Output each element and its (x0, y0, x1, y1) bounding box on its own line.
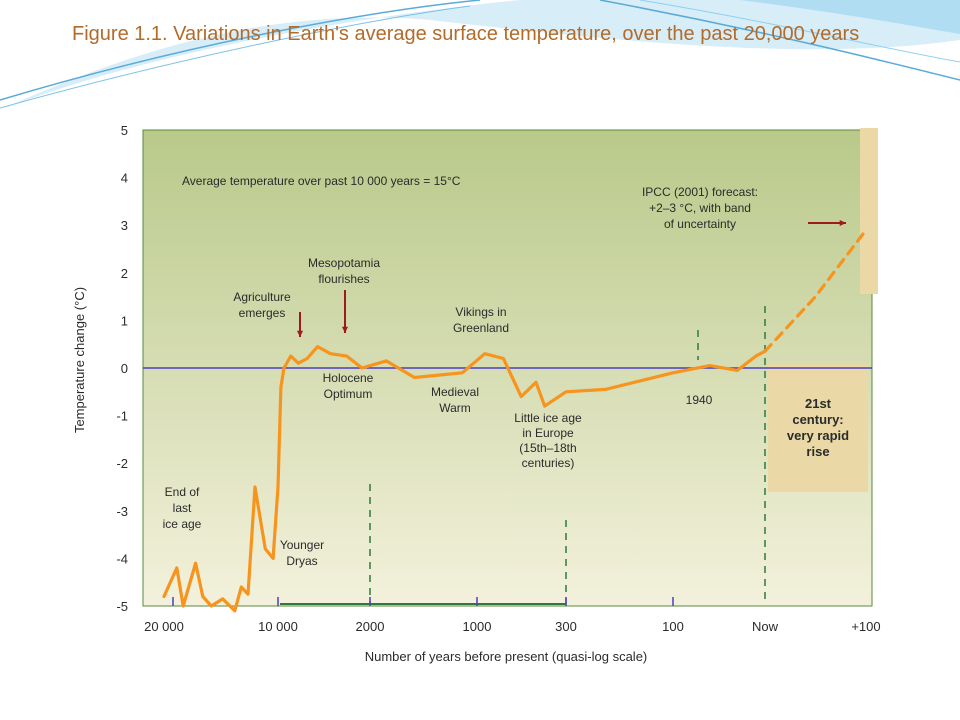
medieval-annotation-line-2: Warm (439, 401, 471, 415)
end-ice-age-annotation-line-3: ice age (163, 517, 202, 531)
agriculture-annotation-line-1: Agriculture (233, 290, 291, 304)
ipcc-arrow-head (839, 219, 846, 227)
end-ice-age-annotation-line-2: last (173, 501, 192, 515)
y-tick-label: 2 (121, 266, 128, 281)
ipcc-annotation-line-2: +2–3 °C, with band (649, 201, 751, 215)
holocene-annotation-line-2: Optimum (324, 387, 373, 401)
little-ice-age-annotation-line-2: in Europe (522, 426, 574, 440)
y-tick-label: -5 (116, 599, 128, 614)
end-ice-age-annotation-line-1: End of (165, 485, 200, 499)
x-tick-label: 100 (662, 619, 684, 634)
holocene-annotation-line-1: Holocene (323, 371, 374, 385)
x-tick-label: 20 000 (144, 619, 184, 634)
x-tick-label: 2000 (356, 619, 385, 634)
ipcc-annotation-line-1: IPCC (2001) forecast: (642, 185, 758, 199)
younger-dryas-annotation-line-2: Dryas (286, 554, 317, 568)
mesopotamia-annotation-line-2: flourishes (318, 272, 369, 286)
forecast-uncertainty-band (860, 128, 878, 294)
century-annotation-line-4: rise (806, 444, 829, 459)
y-tick-label: -3 (116, 504, 128, 519)
vikings-annotation-line-2: Greenland (453, 321, 509, 335)
slide-decoration (0, 0, 960, 110)
y-axis-label: Temperature change (°C) (72, 287, 87, 433)
ipcc-annotation-line-3: of uncertainty (664, 217, 736, 231)
agriculture-annotation-line-2: emerges (239, 306, 286, 320)
little-ice-age-annotation-line-3: (15th–18th (519, 441, 576, 455)
y-tick-label: 1 (121, 313, 128, 328)
year-1940-annotation: 1940 (686, 393, 713, 407)
century-annotation-line-3: very rapid (787, 428, 849, 443)
agriculture-arrow-head (296, 330, 304, 337)
temperature-series-line (162, 345, 767, 613)
y-tick-label: 0 (121, 361, 128, 376)
x-tick-label: 300 (555, 619, 577, 634)
x-tick-label: 1000 (463, 619, 492, 634)
y-tick-label: 4 (121, 171, 128, 186)
mesopotamia-annotation-line-1: Mesopotamia (308, 256, 380, 270)
y-tick-label: 5 (121, 123, 128, 138)
vikings-annotation-line-1: Vikings in (455, 305, 506, 319)
y-tick-label: -1 (116, 409, 128, 424)
x-tick-label: +100 (851, 619, 880, 634)
x-tick-label: Now (752, 619, 779, 634)
little-ice-age-annotation-line-1: Little ice age (514, 411, 582, 425)
avg-temp-annotation: Average temperature over past 10 000 yea… (182, 174, 461, 188)
y-tick-label: -2 (116, 456, 128, 471)
y-tick-label: 3 (121, 218, 128, 233)
figure-title: Figure 1.1. Variations in Earth's averag… (72, 23, 860, 45)
century-annotation-line-1: 21st (805, 396, 832, 411)
little-ice-age-annotation-line-4: centuries) (522, 456, 575, 470)
x-axis-label: Number of years before present (quasi-lo… (365, 649, 648, 664)
medieval-annotation-line-1: Medieval (431, 385, 479, 399)
y-tick-label: -4 (116, 551, 128, 566)
mesopotamia-arrow-head (341, 326, 349, 333)
forecast-series-line (763, 228, 868, 353)
century-annotation-line-2: century: (792, 412, 843, 427)
younger-dryas-annotation-line-1: Younger (280, 538, 324, 552)
x-tick-label: 10 000 (258, 619, 298, 634)
century-box (768, 364, 868, 492)
